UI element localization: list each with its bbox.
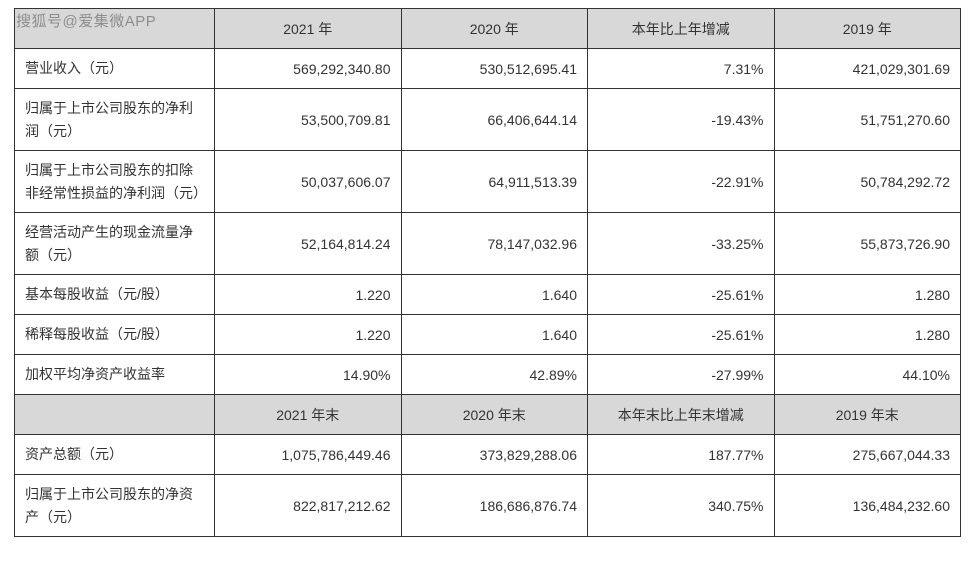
cell-value: 44.10% xyxy=(774,355,961,395)
cell-value: 66,406,644.14 xyxy=(401,89,588,151)
cell-value: 822,817,212.62 xyxy=(215,475,402,537)
cell-value: 1.220 xyxy=(215,275,402,315)
cell-value: 14.90% xyxy=(215,355,402,395)
cell-value: 187.77% xyxy=(588,435,775,475)
row-label: 营业收入（元） xyxy=(15,49,215,89)
cell-value: -25.61% xyxy=(588,315,775,355)
table-row: 归属于上市公司股东的扣除非经常性损益的净利润（元）50,037,606.0764… xyxy=(15,151,961,213)
cell-value: 78,147,032.96 xyxy=(401,213,588,275)
cell-value: 53,500,709.81 xyxy=(215,89,402,151)
row-label: 经营活动产生的现金流量净额（元） xyxy=(15,213,215,275)
table-row: 资产总额（元）1,075,786,449.46373,829,288.06187… xyxy=(15,435,961,475)
cell-value: 373,829,288.06 xyxy=(401,435,588,475)
table-header-row: 2021 年2020 年本年比上年增减2019 年 xyxy=(15,9,961,49)
cell-value: 1,075,786,449.46 xyxy=(215,435,402,475)
cell-value: -27.99% xyxy=(588,355,775,395)
cell-value: 1.280 xyxy=(774,275,961,315)
table-row: 基本每股收益（元/股）1.2201.640-25.61%1.280 xyxy=(15,275,961,315)
cell-value: 421,029,301.69 xyxy=(774,49,961,89)
cell-value: 186,686,876.74 xyxy=(401,475,588,537)
financial-table: 2021 年2020 年本年比上年增减2019 年营业收入（元）569,292,… xyxy=(14,8,961,537)
cell-value: 51,751,270.60 xyxy=(774,89,961,151)
column-header xyxy=(15,9,215,49)
cell-value: 1.280 xyxy=(774,315,961,355)
cell-value: 1.640 xyxy=(401,315,588,355)
cell-value: 1.220 xyxy=(215,315,402,355)
column-header xyxy=(15,395,215,435)
table-container: 搜狐号@爱集微APP 2021 年2020 年本年比上年增减2019 年营业收入… xyxy=(0,0,975,581)
table-row: 经营活动产生的现金流量净额（元）52,164,814.2478,147,032.… xyxy=(15,213,961,275)
cell-value: 136,484,232.60 xyxy=(774,475,961,537)
column-header: 2019 年 xyxy=(774,9,961,49)
column-header: 本年末比上年末增减 xyxy=(588,395,775,435)
column-header: 本年比上年增减 xyxy=(588,9,775,49)
cell-value: 50,784,292.72 xyxy=(774,151,961,213)
cell-value: -25.61% xyxy=(588,275,775,315)
column-header: 2019 年末 xyxy=(774,395,961,435)
column-header: 2021 年 xyxy=(215,9,402,49)
row-label: 加权平均净资产收益率 xyxy=(15,355,215,395)
row-label: 归属于上市公司股东的扣除非经常性损益的净利润（元） xyxy=(15,151,215,213)
column-header: 2020 年末 xyxy=(401,395,588,435)
column-header: 2020 年 xyxy=(401,9,588,49)
cell-value: 64,911,513.39 xyxy=(401,151,588,213)
cell-value: -19.43% xyxy=(588,89,775,151)
cell-value: -33.25% xyxy=(588,213,775,275)
table-row: 归属于上市公司股东的净资产（元）822,817,212.62186,686,87… xyxy=(15,475,961,537)
table-row: 稀释每股收益（元/股）1.2201.640-25.61%1.280 xyxy=(15,315,961,355)
cell-value: 275,667,044.33 xyxy=(774,435,961,475)
cell-value: 1.640 xyxy=(401,275,588,315)
table-row: 归属于上市公司股东的净利润（元）53,500,709.8166,406,644.… xyxy=(15,89,961,151)
row-label: 归属于上市公司股东的净资产（元） xyxy=(15,475,215,537)
cell-value: 50,037,606.07 xyxy=(215,151,402,213)
row-label: 资产总额（元） xyxy=(15,435,215,475)
row-label: 稀释每股收益（元/股） xyxy=(15,315,215,355)
cell-value: 569,292,340.80 xyxy=(215,49,402,89)
cell-value: 7.31% xyxy=(588,49,775,89)
row-label: 基本每股收益（元/股） xyxy=(15,275,215,315)
table-row: 营业收入（元）569,292,340.80530,512,695.417.31%… xyxy=(15,49,961,89)
cell-value: 340.75% xyxy=(588,475,775,537)
cell-value: 55,873,726.90 xyxy=(774,213,961,275)
cell-value: 52,164,814.24 xyxy=(215,213,402,275)
cell-value: 530,512,695.41 xyxy=(401,49,588,89)
column-header: 2021 年末 xyxy=(215,395,402,435)
row-label: 归属于上市公司股东的净利润（元） xyxy=(15,89,215,151)
cell-value: 42.89% xyxy=(401,355,588,395)
table-row: 加权平均净资产收益率14.90%42.89%-27.99%44.10% xyxy=(15,355,961,395)
table-header-row: 2021 年末2020 年末本年末比上年末增减2019 年末 xyxy=(15,395,961,435)
cell-value: -22.91% xyxy=(588,151,775,213)
